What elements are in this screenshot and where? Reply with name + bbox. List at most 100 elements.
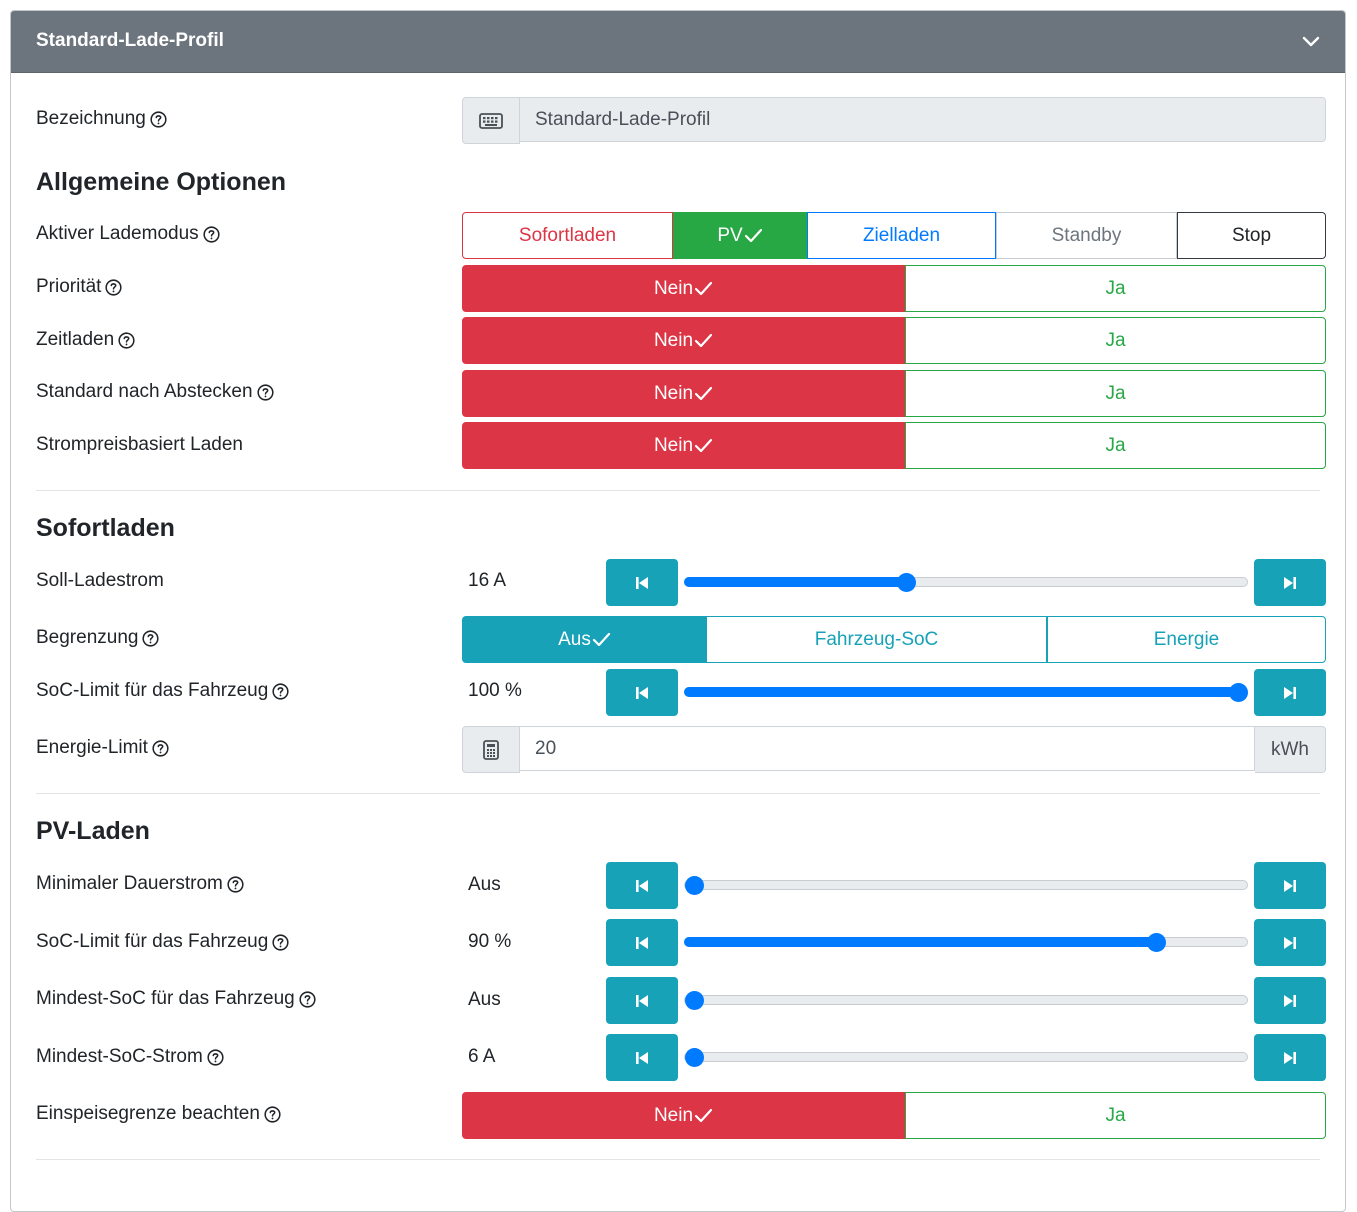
prioritaet-nein-button[interactable]: Nein [462, 265, 905, 312]
step-backward-icon [636, 994, 648, 1007]
help-icon[interactable] [203, 225, 220, 243]
check-icon [744, 228, 762, 243]
min-soc-strom-value: 6 A [468, 1046, 496, 1067]
step-forward-icon [1284, 576, 1296, 589]
lademodus-label: Aktiver Lademodus [36, 223, 220, 245]
soc-limit-label: SoC-Limit für das Fahrzeug [36, 680, 289, 702]
strompreis-nein-button[interactable]: Nein [462, 422, 905, 469]
begrenzung-fahrzeug-soc-button[interactable]: Fahrzeug-SoC [707, 616, 1047, 663]
help-icon[interactable] [118, 331, 135, 349]
min-dauerstrom-slider[interactable] [684, 862, 1248, 909]
step-backward-icon [636, 936, 648, 949]
divider [36, 793, 1320, 794]
bezeichnung-input[interactable]: Standard-Lade-Profil [520, 97, 1326, 142]
min-dauerstrom-label: Minimaler Dauerstrom [36, 873, 244, 895]
prioritaet-toggle: Nein Ja [462, 265, 1326, 312]
check-icon [694, 438, 713, 453]
soc-limit-decrease-button[interactable] [606, 669, 678, 716]
einspeisegrenze-nein-button[interactable]: Nein [462, 1092, 905, 1139]
zeitladen-toggle: Nein Ja [462, 317, 1326, 364]
check-icon [694, 386, 713, 401]
begrenzung-energie-button[interactable]: Energie [1047, 616, 1326, 663]
strompreis-label: Strompreisbasiert Laden [36, 434, 243, 455]
energie-limit-input[interactable]: 20 [520, 726, 1255, 771]
min-dauerstrom-increase-button[interactable] [1254, 862, 1326, 909]
energie-limit-unit: kWh [1255, 726, 1326, 773]
einspeisegrenze-toggle: Nein Ja [462, 1092, 1326, 1139]
bezeichnung-input-group: Standard-Lade-Profil [462, 97, 1326, 144]
check-icon [694, 281, 713, 296]
standard-abstecken-nein-button[interactable]: Nein [462, 370, 905, 417]
standard-abstecken-ja-button[interactable]: Ja [905, 370, 1326, 417]
keyboard-icon [462, 97, 520, 144]
section-title-pv: PV-Laden [36, 817, 150, 845]
divider [36, 1159, 1320, 1160]
calculator-icon [462, 726, 520, 773]
chevron-down-icon[interactable] [1301, 31, 1321, 51]
soc-limit-value: 100 % [468, 680, 522, 701]
mode-standby-button[interactable]: Standby [996, 212, 1177, 259]
section-title-sofortladen: Sofortladen [36, 514, 175, 542]
bezeichnung-label: Bezeichnung [36, 108, 167, 130]
zeitladen-nein-button[interactable]: Nein [462, 317, 905, 364]
strompreis-toggle: Nein Ja [462, 422, 1326, 469]
mode-pv-button[interactable]: PV [673, 212, 807, 259]
help-icon[interactable] [264, 1105, 281, 1123]
energie-limit-label: Energie-Limit [36, 737, 169, 759]
soll-ladestrom-decrease-button[interactable] [606, 559, 678, 606]
help-icon[interactable] [152, 739, 169, 757]
min-soc-increase-button[interactable] [1254, 977, 1326, 1024]
min-soc-strom-decrease-button[interactable] [606, 1034, 678, 1081]
pv-soc-limit-decrease-button[interactable] [606, 919, 678, 966]
help-icon[interactable] [299, 990, 316, 1008]
min-soc-slider[interactable] [684, 977, 1248, 1024]
begrenzung-label: Begrenzung [36, 627, 160, 649]
prioritaet-ja-button[interactable]: Ja [905, 265, 1326, 312]
energie-limit-input-group: 20 kWh [462, 726, 1326, 773]
min-soc-strom-label: Mindest-SoC-Strom [36, 1046, 224, 1068]
einspeisegrenze-label: Einspeisegrenze beachten [36, 1103, 281, 1125]
zeitladen-label: Zeitladen [36, 329, 135, 351]
pv-soc-limit-slider[interactable] [684, 919, 1248, 966]
einspeisegrenze-ja-button[interactable]: Ja [905, 1092, 1326, 1139]
step-backward-icon [636, 879, 648, 892]
soc-limit-increase-button[interactable] [1254, 669, 1326, 716]
help-icon[interactable] [142, 629, 160, 647]
step-backward-icon [636, 686, 648, 699]
lademodus-button-group: Sofortladen PV Zielladen Standby Stop [462, 212, 1326, 259]
min-soc-strom-slider[interactable] [684, 1034, 1248, 1081]
soll-ladestrom-slider[interactable] [684, 559, 1248, 606]
pv-soc-limit-increase-button[interactable] [1254, 919, 1326, 966]
step-forward-icon [1284, 994, 1296, 1007]
step-forward-icon [1284, 879, 1296, 892]
step-backward-icon [636, 1051, 648, 1064]
standard-abstecken-toggle: Nein Ja [462, 370, 1326, 417]
help-icon[interactable] [227, 875, 244, 893]
mode-zielladen-button[interactable]: Zielladen [807, 212, 996, 259]
strompreis-ja-button[interactable]: Ja [905, 422, 1326, 469]
help-icon[interactable] [105, 278, 123, 296]
mode-stop-button[interactable]: Stop [1177, 212, 1326, 259]
standard-abstecken-label: Standard nach Abstecken [36, 381, 274, 403]
divider [36, 490, 1320, 491]
charge-profile-card: Standard-Lade-Profil [10, 10, 1346, 1212]
help-icon[interactable] [272, 682, 289, 700]
prioritaet-label: Priorität [36, 276, 123, 298]
min-soc-strom-increase-button[interactable] [1254, 1034, 1326, 1081]
begrenzung-aus-button[interactable]: Aus [462, 616, 707, 663]
soll-ladestrom-increase-button[interactable] [1254, 559, 1326, 606]
help-icon[interactable] [207, 1048, 224, 1066]
section-title-allgemein: Allgemeine Optionen [36, 168, 287, 196]
help-icon[interactable] [150, 110, 167, 128]
min-dauerstrom-decrease-button[interactable] [606, 862, 678, 909]
help-icon[interactable] [272, 933, 289, 951]
min-soc-decrease-button[interactable] [606, 977, 678, 1024]
min-dauerstrom-value: Aus [468, 874, 501, 895]
help-icon[interactable] [256, 383, 274, 401]
soc-limit-slider[interactable] [684, 669, 1248, 716]
zeitladen-ja-button[interactable]: Ja [905, 317, 1326, 364]
min-soc-label: Mindest-SoC für das Fahrzeug [36, 988, 316, 1010]
mode-sofortladen-button[interactable]: Sofortladen [462, 212, 673, 259]
card-header[interactable]: Standard-Lade-Profil [11, 11, 1345, 73]
soll-ladestrom-value: 16 A [468, 570, 507, 591]
